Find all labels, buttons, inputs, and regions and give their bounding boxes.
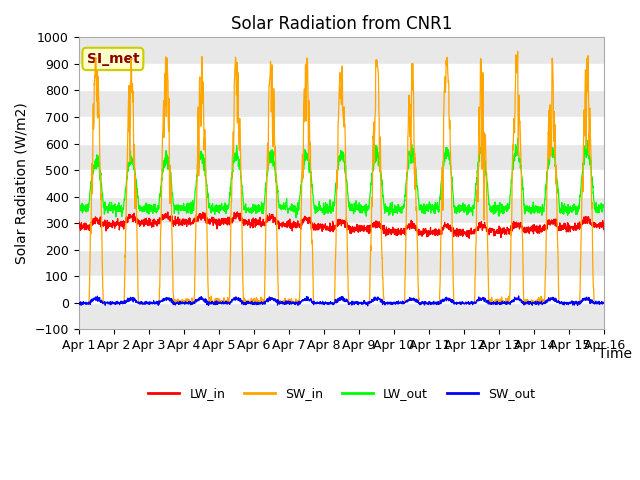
Line: LW_in: LW_in xyxy=(79,212,604,238)
LW_in xyxy=(368,221,376,227)
SW_in xyxy=(75,300,83,306)
LW_out xyxy=(292,215,300,221)
SW_out xyxy=(600,300,608,305)
Bar xyxy=(79,144,604,170)
LW_out xyxy=(75,206,83,212)
Bar xyxy=(79,90,604,117)
Line: LW_out: LW_out xyxy=(79,138,604,218)
Bar xyxy=(79,303,604,329)
SW_in xyxy=(221,300,229,306)
LW_out xyxy=(368,170,376,176)
LW_in xyxy=(569,227,577,232)
LW_out xyxy=(221,207,229,213)
SW_out xyxy=(75,300,83,306)
SW_in xyxy=(494,300,502,306)
LW_in xyxy=(495,228,502,234)
SW_out xyxy=(554,300,562,305)
LW_out xyxy=(494,203,502,209)
SW_in xyxy=(600,300,608,306)
SW_in xyxy=(368,204,376,210)
Bar xyxy=(79,250,604,276)
Title: Solar Radiation from CNR1: Solar Radiation from CNR1 xyxy=(231,15,452,33)
SW_in xyxy=(569,300,577,306)
LW_out xyxy=(514,135,522,141)
SW_out xyxy=(494,300,502,306)
Legend: LW_in, SW_in, LW_out, SW_out: LW_in, SW_in, LW_out, SW_out xyxy=(143,382,540,405)
SW_in xyxy=(514,48,522,54)
SW_out xyxy=(221,299,229,305)
SW_out xyxy=(364,303,372,309)
LW_out xyxy=(600,210,608,216)
SW_out xyxy=(368,298,376,304)
Y-axis label: Solar Radiation (W/m2): Solar Radiation (W/m2) xyxy=(15,102,29,264)
LW_in xyxy=(600,228,608,234)
LW_in xyxy=(554,224,562,229)
SW_out xyxy=(569,300,577,306)
SW_in xyxy=(554,262,562,267)
Bar xyxy=(79,197,604,223)
Bar xyxy=(79,37,604,64)
LW_in xyxy=(75,223,83,228)
LW_out xyxy=(356,204,364,210)
Text: SI_met: SI_met xyxy=(86,52,139,66)
X-axis label: Time: Time xyxy=(598,347,632,361)
Line: SW_in: SW_in xyxy=(79,51,604,303)
LW_out xyxy=(554,186,562,192)
LW_in xyxy=(221,219,229,225)
LW_in xyxy=(234,209,241,215)
LW_in xyxy=(465,235,473,241)
Line: SW_out: SW_out xyxy=(79,296,604,306)
SW_out xyxy=(515,293,522,299)
LW_out xyxy=(569,203,577,208)
LW_in xyxy=(356,225,364,231)
SW_out xyxy=(356,300,364,306)
SW_in xyxy=(356,300,364,306)
